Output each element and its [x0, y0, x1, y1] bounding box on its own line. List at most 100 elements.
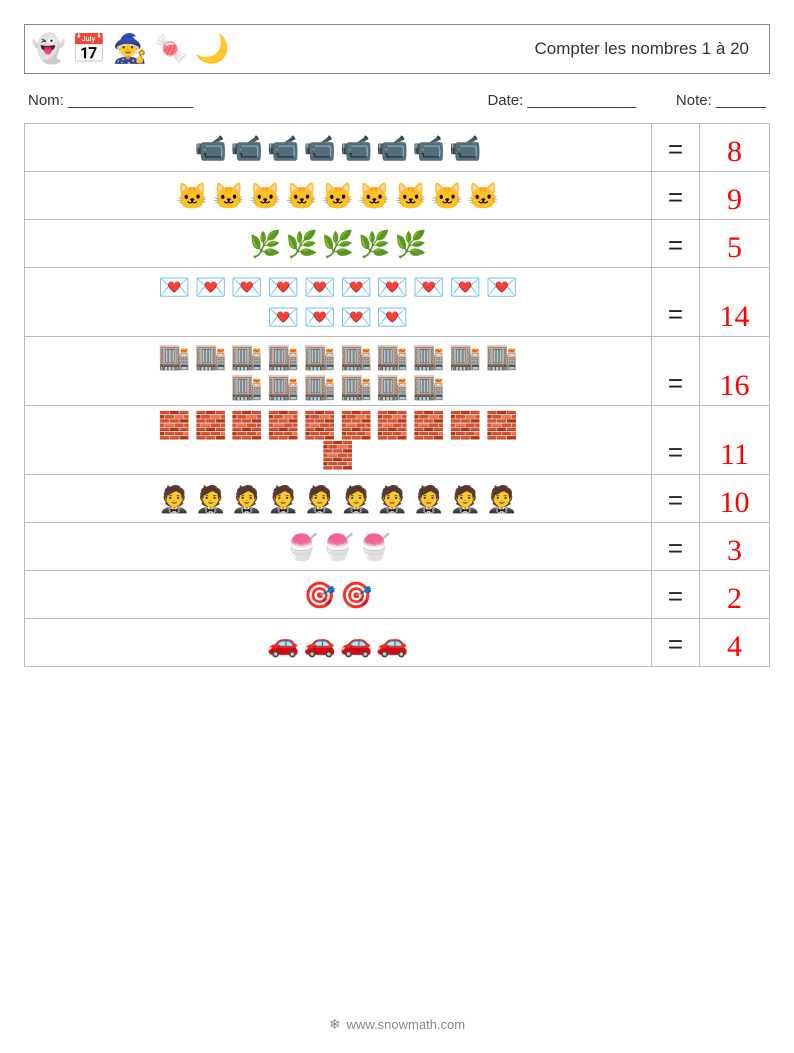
- equals-cell: =: [652, 172, 700, 219]
- counting-cell: 💌💌💌💌💌💌💌💌💌💌💌💌💌💌: [25, 268, 652, 336]
- answer-cell[interactable]: 3: [700, 523, 770, 570]
- answer-cell[interactable]: 10: [700, 475, 770, 522]
- header-halloween-icon: 🌙: [195, 35, 230, 63]
- header-halloween-icon: 🧙: [113, 35, 148, 63]
- table-row: 💌💌💌💌💌💌💌💌💌💌💌💌💌💌=14: [25, 268, 770, 337]
- counting-cell: 🤵🤵🤵🤵🤵🤵🤵🤵🤵🤵: [25, 475, 652, 522]
- answer-cell[interactable]: 16: [700, 337, 770, 405]
- counting-cell: 🏬🏬🏬🏬🏬🏬🏬🏬🏬🏬🏬🏬🏬🏬🏬🏬: [25, 337, 652, 405]
- equals-cell: =: [652, 619, 700, 666]
- count-icon: 💌: [376, 304, 408, 330]
- count-icon: 🌿: [285, 231, 317, 257]
- count-icon: 🏬: [340, 373, 372, 399]
- count-icon: 📹: [267, 135, 299, 161]
- table-row: 🧱🧱🧱🧱🧱🧱🧱🧱🧱🧱🧱=11: [25, 406, 770, 475]
- count-icon: 📹: [449, 135, 481, 161]
- equals-cell: =: [652, 124, 700, 171]
- count-icon: 🤵: [486, 486, 518, 512]
- answer-cell[interactable]: 8: [700, 124, 770, 171]
- count-icon: 🤵: [449, 486, 481, 512]
- icon-line: 💌💌💌💌💌💌💌💌💌💌: [158, 274, 518, 300]
- name-field-label: Nom: _______________: [28, 92, 193, 109]
- count-icon: 🐱: [358, 183, 390, 209]
- count-icon: 🚗: [376, 630, 408, 656]
- count-icon: 🧱: [195, 412, 227, 438]
- count-icon: 💌: [195, 274, 227, 300]
- count-icon: 📹: [231, 135, 263, 161]
- count-icon: 🧱: [158, 412, 190, 438]
- count-icon: 🐱: [395, 183, 427, 209]
- count-icon: 🤵: [231, 486, 263, 512]
- count-icon: 🤵: [158, 486, 190, 512]
- count-icon: 💌: [340, 304, 372, 330]
- header-halloween-icon: 🍬: [154, 35, 189, 63]
- icon-line: 🏬🏬🏬🏬🏬🏬🏬🏬🏬🏬: [158, 343, 518, 369]
- icon-line: 🧱🧱🧱🧱🧱🧱🧱🧱🧱🧱: [158, 412, 518, 438]
- answer-cell[interactable]: 9: [700, 172, 770, 219]
- count-icon: 🧱: [322, 442, 354, 468]
- count-icon: 💌: [413, 274, 445, 300]
- table-row: 🍧🍧🍧=3: [25, 523, 770, 571]
- count-icon: 🐱: [467, 183, 499, 209]
- answer-cell[interactable]: 14: [700, 268, 770, 336]
- count-icon: 💌: [304, 304, 336, 330]
- count-icon: 💌: [486, 274, 518, 300]
- count-icon: 🐱: [249, 183, 281, 209]
- count-icon: 💌: [158, 274, 190, 300]
- worksheet-title: Compter les nombres 1 à 20: [535, 39, 750, 59]
- icon-line: 🐱🐱🐱🐱🐱🐱🐱🐱🐱: [176, 183, 499, 209]
- header-box: 👻📅🧙🍬🌙 Compter les nombres 1 à 20: [24, 24, 770, 74]
- counting-cell: 🧱🧱🧱🧱🧱🧱🧱🧱🧱🧱🧱: [25, 406, 652, 474]
- equals-cell: =: [652, 337, 700, 405]
- count-icon: 💌: [267, 274, 299, 300]
- count-icon: 🏬: [413, 343, 445, 369]
- count-icon: 🎯: [340, 582, 372, 608]
- count-icon: 📹: [340, 135, 372, 161]
- answer-cell[interactable]: 5: [700, 220, 770, 267]
- table-row: 🚗🚗🚗🚗=4: [25, 619, 770, 667]
- icon-line: 🧱: [322, 442, 354, 468]
- count-icon: 🏬: [413, 373, 445, 399]
- icon-line: 💌💌💌💌: [267, 304, 409, 330]
- count-icon: 💌: [340, 274, 372, 300]
- count-icon: 💌: [267, 304, 299, 330]
- count-icon: 🚗: [267, 630, 299, 656]
- count-icon: 🧱: [231, 412, 263, 438]
- count-icon: 💌: [449, 274, 481, 300]
- count-icon: 💌: [304, 274, 336, 300]
- count-icon: 📹: [195, 135, 227, 161]
- count-icon: 🚗: [304, 630, 336, 656]
- table-row: 🌿🌿🌿🌿🌿=5: [25, 220, 770, 268]
- count-icon: 🧱: [486, 412, 518, 438]
- count-icon: 🌿: [322, 231, 354, 257]
- count-icon: 🐱: [285, 183, 317, 209]
- count-icon: 🍧: [285, 534, 317, 560]
- icon-line: 📹📹📹📹📹📹📹📹: [195, 135, 482, 161]
- icon-line: 🍧🍧🍧: [285, 534, 390, 560]
- equals-cell: =: [652, 571, 700, 618]
- equals-cell: =: [652, 406, 700, 474]
- answer-cell[interactable]: 2: [700, 571, 770, 618]
- icon-line: 🏬🏬🏬🏬🏬🏬: [231, 373, 445, 399]
- worksheet-page: 👻📅🧙🍬🌙 Compter les nombres 1 à 20 Nom: __…: [0, 0, 794, 1053]
- footer: ❄www.snowmath.com: [0, 1016, 794, 1033]
- counting-cell: 🎯🎯: [25, 571, 652, 618]
- count-icon: 🤵: [267, 486, 299, 512]
- answer-cell[interactable]: 11: [700, 406, 770, 474]
- count-icon: 🧱: [376, 412, 408, 438]
- count-icon: 🤵: [304, 486, 336, 512]
- table-row: 🐱🐱🐱🐱🐱🐱🐱🐱🐱 =9: [25, 172, 770, 220]
- count-icon: 🍧: [322, 534, 354, 560]
- date-field-label: Date: _____________: [487, 92, 635, 109]
- count-icon: 🐱: [176, 183, 208, 209]
- count-icon: 🏬: [340, 343, 372, 369]
- count-icon: 🏬: [304, 373, 336, 399]
- count-icon: 🐱: [431, 183, 463, 209]
- counting-cell: 🌿🌿🌿🌿🌿: [25, 220, 652, 267]
- count-icon: 🤵: [340, 486, 372, 512]
- count-icon: 🌿: [358, 231, 390, 257]
- answer-cell[interactable]: 4: [700, 619, 770, 666]
- equals-cell: =: [652, 268, 700, 336]
- icon-line: 🌿🌿🌿🌿🌿: [249, 231, 427, 257]
- counting-cell: 📹📹📹📹📹📹📹📹: [25, 124, 652, 171]
